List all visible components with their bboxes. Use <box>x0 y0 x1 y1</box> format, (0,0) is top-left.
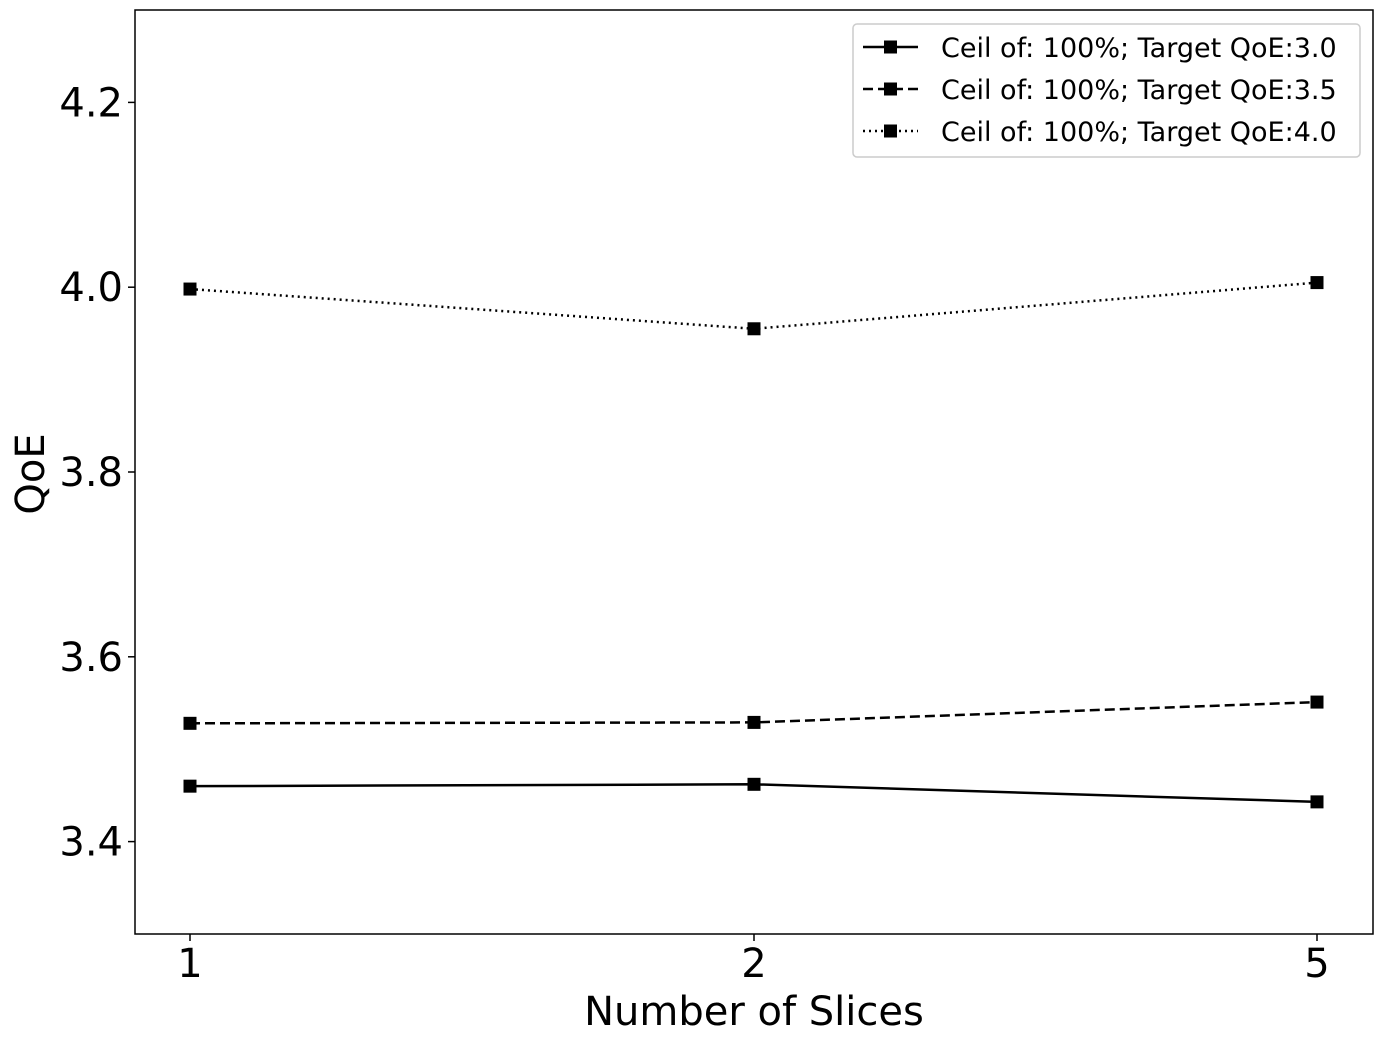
legend-label-2: Ceil of: 100%; Target QoE:3.5 <box>941 75 1337 106</box>
x-axis: 1 2 5 <box>177 934 1330 987</box>
legend-label-3: Ceil of: 100%; Target QoE:4.0 <box>941 117 1337 148</box>
y-axis: 3.4 3.6 3.8 4.0 4.2 <box>59 80 135 866</box>
legend-label-1: Ceil of: 100%; Target QoE:3.0 <box>941 33 1337 64</box>
y-tick-label: 4.2 <box>59 80 123 126</box>
legend: Ceil of: 100%; Target QoE:3.0 Ceil of: 10… <box>852 23 1361 158</box>
data-point <box>1310 695 1324 709</box>
data-point <box>183 716 197 730</box>
legend-marker <box>884 124 897 138</box>
data-point <box>183 282 197 296</box>
x-tick-label: 1 <box>177 941 202 987</box>
data-point <box>1310 276 1324 290</box>
y-axis-label: QoE <box>8 433 54 514</box>
x-tick-label: 2 <box>741 941 766 987</box>
y-tick-label: 3.8 <box>59 450 123 496</box>
data-point <box>183 779 197 793</box>
y-tick-label: 3.6 <box>59 635 123 681</box>
data-point <box>747 777 761 791</box>
series-layer <box>183 276 1324 809</box>
legend-box <box>852 23 1361 158</box>
y-tick-label: 4.0 <box>59 265 123 311</box>
data-point <box>1310 795 1324 809</box>
legend-marker <box>884 82 897 96</box>
x-axis-label: Number of Slices <box>584 989 924 1035</box>
data-point <box>747 715 761 729</box>
y-tick-label: 3.4 <box>59 820 123 866</box>
data-point <box>747 322 761 336</box>
x-tick-label: 5 <box>1304 941 1329 987</box>
legend-marker <box>884 40 897 54</box>
